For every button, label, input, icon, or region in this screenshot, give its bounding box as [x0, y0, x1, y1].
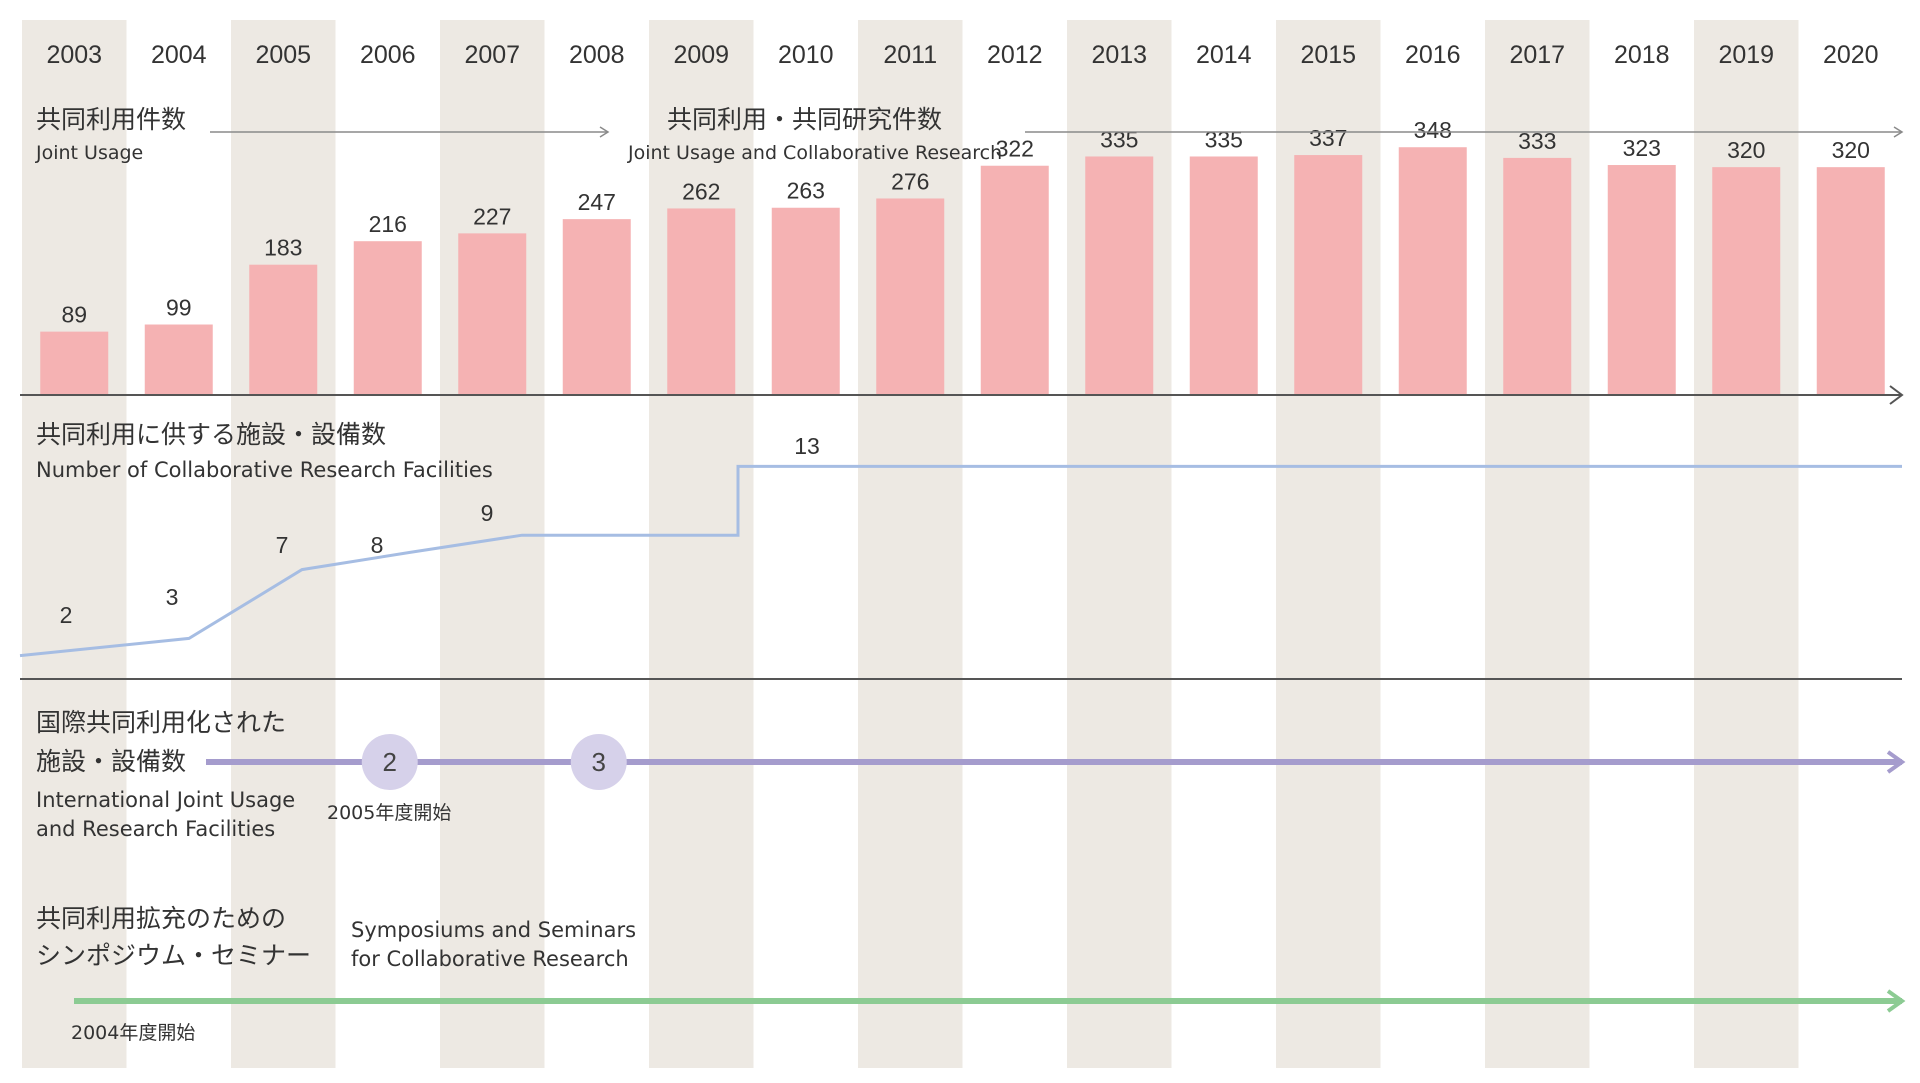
international-timeline-arrowhead — [1886, 750, 1906, 774]
year-band-2011 — [858, 20, 963, 1068]
bar-2018 — [1607, 165, 1676, 395]
international-marker-2008 — [570, 734, 627, 790]
axes — [20, 126, 1904, 680]
year-label-2003: 2003 — [46, 41, 102, 69]
bar-x-axis-arrowhead — [1889, 385, 1904, 405]
bar-2014 — [1189, 156, 1258, 395]
bar-value-label-2018: 323 — [1623, 135, 1661, 161]
joint-usage-period-arrowhead — [599, 126, 610, 138]
year-band-2005 — [231, 20, 336, 1068]
symposium-title-jp-line1: 共同利用拡充のための — [36, 904, 287, 933]
year-label-2009: 2009 — [673, 41, 729, 69]
joint-research-period-arrowhead — [1893, 126, 1904, 138]
joint-research-title-jp: 共同利用・共同研究件数 — [667, 105, 943, 134]
year-label-2020: 2020 — [1823, 41, 1879, 69]
year-label-2004: 2004 — [151, 41, 207, 69]
bar-2016 — [1398, 147, 1467, 395]
bar-value-label-2019: 320 — [1727, 137, 1765, 163]
bar-2017 — [1503, 157, 1572, 395]
bar-2013 — [1085, 156, 1154, 395]
year-band-2009 — [649, 20, 754, 1068]
symposium-timeline — [74, 989, 1906, 1013]
bar-value-label-2015: 337 — [1309, 125, 1347, 151]
year-label-2011: 2011 — [883, 41, 937, 69]
bar-2015 — [1294, 155, 1363, 395]
year-label-2019: 2019 — [1718, 41, 1774, 69]
bar-value-label-2009: 262 — [682, 178, 720, 204]
symposium-title-jp-line2: シンポジウム・セミナー — [36, 941, 312, 970]
symposium-title-en-line2: for Collaborative Research — [351, 947, 629, 971]
year-label-2010: 2010 — [778, 41, 834, 69]
joint-usage-title-en: Joint Usage — [36, 142, 144, 164]
bar-value-label-2005: 183 — [264, 235, 302, 261]
international-marker-2006 — [361, 734, 418, 790]
bar-value-label-2006: 216 — [369, 211, 407, 237]
international-start-note: 2005年度開始 — [327, 802, 452, 824]
bar-2020 — [1816, 167, 1885, 395]
bar-2003 — [40, 331, 109, 395]
facilities-title-jp: 共同利用に供する施設・設備数 — [36, 420, 387, 449]
bar-2006 — [353, 241, 422, 395]
international-title-jp-line2: 施設・設備数 — [36, 747, 187, 776]
bar-value-label-2016: 348 — [1414, 117, 1452, 143]
bar-2005 — [249, 264, 318, 395]
bar-2008 — [562, 219, 631, 395]
bar-2009 — [667, 208, 736, 395]
international-title-en-line2: and Research Facilities — [36, 817, 276, 841]
bar-2004 — [144, 324, 213, 395]
international-marker-label-2008: 3 — [592, 747, 606, 777]
bar-2010 — [771, 207, 840, 395]
bar-2007 — [458, 233, 527, 395]
year-label-2018: 2018 — [1614, 41, 1670, 69]
year-label-2017: 2017 — [1509, 41, 1565, 69]
facilities-point-label-2007: 9 — [481, 500, 494, 526]
facilities-title-en: Number of Collaborative Research Facilit… — [36, 458, 493, 482]
bar-2019 — [1712, 167, 1781, 395]
facilities-point-label-2003: 2 — [60, 602, 73, 628]
year-band-2003 — [22, 20, 127, 1068]
facilities-point-label-2005: 7 — [276, 532, 289, 558]
year-label-2006: 2006 — [360, 41, 416, 69]
bar-value-label-2012: 322 — [996, 136, 1034, 162]
international-title-jp-line1: 国際共同利用化された — [36, 708, 287, 737]
symposium-timeline-arrowhead — [1886, 989, 1906, 1013]
bar-2012 — [980, 165, 1049, 395]
bar-value-label-2007: 227 — [473, 203, 511, 229]
bar-2011 — [876, 198, 945, 395]
facilities-line — [19, 464, 1902, 658]
bar-value-label-2004: 99 — [166, 295, 192, 321]
joint-research-title-en: Joint Usage and Collaborative Research — [628, 142, 1003, 164]
year-label-2005: 2005 — [255, 41, 311, 69]
year-label-2016: 2016 — [1405, 41, 1461, 69]
facilities-point-label-2004: 3 — [166, 584, 179, 610]
international-title-en-line1: International Joint Usage — [36, 788, 296, 812]
bar-value-label-2020: 320 — [1832, 137, 1870, 163]
international-marker-label-2006: 2 — [383, 747, 397, 777]
symposium-title-en-line1: Symposiums and Seminars — [351, 918, 637, 942]
bar-value-label-2014: 335 — [1205, 126, 1243, 152]
symposium-start-note: 2004年度開始 — [71, 1022, 196, 1044]
joint-usage-title-jp: 共同利用件数 — [36, 105, 187, 134]
year-label-2015: 2015 — [1300, 41, 1356, 69]
bar-value-label-2008: 247 — [578, 189, 616, 215]
year-label-2013: 2013 — [1091, 41, 1147, 69]
facility-line-series: 2 3 7 8 9 13 — [19, 433, 1902, 658]
year-label-2012: 2012 — [987, 41, 1043, 69]
bar-value-label-2013: 335 — [1100, 126, 1138, 152]
facilities-point-label-2010: 13 — [794, 433, 820, 459]
facilities-point-label-2006: 8 — [371, 532, 384, 558]
year-label-2007: 2007 — [464, 41, 520, 69]
year-tick-labels: 2003 2004 2005 2006 2007 2008 2009 2010 2011 2012… — [46, 41, 1878, 69]
bar-value-label-2010: 263 — [787, 178, 825, 204]
year-bands — [22, 20, 1799, 1068]
bar-value-label-2003: 89 — [61, 302, 87, 328]
bar-series — [40, 147, 1885, 395]
year-label-2014: 2014 — [1196, 41, 1252, 69]
year-label-2008: 2008 — [569, 41, 625, 69]
bar-value-label-2011: 276 — [891, 168, 929, 194]
